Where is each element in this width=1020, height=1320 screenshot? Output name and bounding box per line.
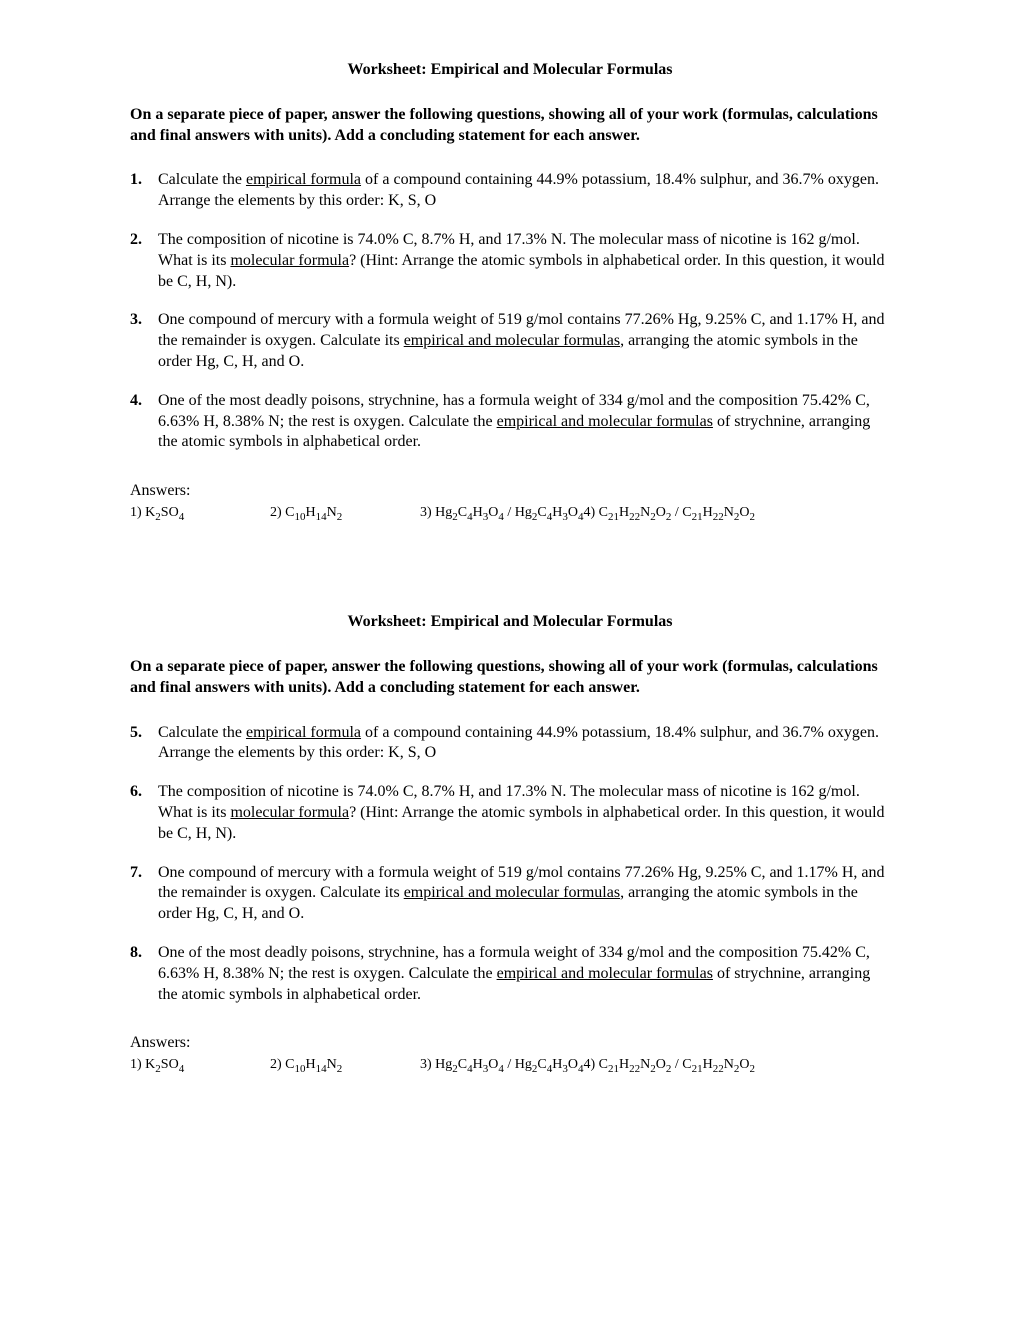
- worksheet-title: Worksheet: Empirical and Molecular Formu…: [130, 60, 890, 81]
- underlined-term: empirical and molecular formulas: [497, 413, 713, 430]
- question-number: 7.: [130, 863, 158, 925]
- question-text: Calculate the empirical formula of a com…: [158, 723, 890, 765]
- underlined-term: empirical and molecular formulas: [404, 332, 620, 349]
- answer-1: 1) K2SO4: [130, 1056, 270, 1074]
- underlined-term: molecular formula: [230, 252, 349, 269]
- answers-line: 1) K2SO4 2) C10H14N2 3) Hg2C4H3O4 / Hg2C…: [130, 1056, 890, 1074]
- answer-3: 3) Hg2C4H3O4 / Hg2C4H3O4: [420, 504, 583, 522]
- question-item: 7. One compound of mercury with a formul…: [130, 863, 890, 925]
- underlined-term: empirical formula: [246, 171, 361, 188]
- question-number: 8.: [130, 943, 158, 1005]
- question-item: 2. The composition of nicotine is 74.0% …: [130, 230, 890, 292]
- question-text: The composition of nicotine is 74.0% C, …: [158, 782, 890, 844]
- instructions-text: On a separate piece of paper, answer the…: [130, 657, 890, 699]
- worksheet-section-2: Worksheet: Empirical and Molecular Formu…: [130, 612, 890, 1074]
- question-item: 5. Calculate the empirical formula of a …: [130, 723, 890, 765]
- question-text: One of the most deadly poisons, strychni…: [158, 943, 890, 1005]
- question-item: 8. One of the most deadly poisons, stryc…: [130, 943, 890, 1005]
- answers-label: Answers:: [130, 481, 890, 502]
- section-divider: [130, 522, 890, 612]
- answer-2: 2) C10H14N2: [270, 1056, 420, 1074]
- question-item: 1. Calculate the empirical formula of a …: [130, 170, 890, 212]
- question-item: 4. One of the most deadly poisons, stryc…: [130, 391, 890, 453]
- question-number: 6.: [130, 782, 158, 844]
- instructions-text: On a separate piece of paper, answer the…: [130, 105, 890, 147]
- question-number: 2.: [130, 230, 158, 292]
- question-number: 4.: [130, 391, 158, 453]
- answer-4: 4) C21H22N2O2 / C21H22N2O2: [583, 504, 754, 522]
- question-item: 6. The composition of nicotine is 74.0% …: [130, 782, 890, 844]
- worksheet-section-1: Worksheet: Empirical and Molecular Formu…: [130, 60, 890, 522]
- question-number: 5.: [130, 723, 158, 765]
- underlined-term: empirical and molecular formulas: [404, 884, 620, 901]
- question-text: One compound of mercury with a formula w…: [158, 310, 890, 372]
- question-item: 3. One compound of mercury with a formul…: [130, 310, 890, 372]
- underlined-term: molecular formula: [230, 804, 349, 821]
- answers-line: 1) K2SO4 2) C10H14N2 3) Hg2C4H3O4 / Hg2C…: [130, 504, 890, 522]
- underlined-term: empirical and molecular formulas: [497, 965, 713, 982]
- question-text: The composition of nicotine is 74.0% C, …: [158, 230, 890, 292]
- question-text: One of the most deadly poisons, strychni…: [158, 391, 890, 453]
- question-number: 1.: [130, 170, 158, 212]
- question-text: One compound of mercury with a formula w…: [158, 863, 890, 925]
- answers-label: Answers:: [130, 1033, 890, 1054]
- answer-4: 4) C21H22N2O2 / C21H22N2O2: [583, 1056, 754, 1074]
- underlined-term: empirical formula: [246, 724, 361, 741]
- question-text: Calculate the empirical formula of a com…: [158, 170, 890, 212]
- answer-1: 1) K2SO4: [130, 504, 270, 522]
- answer-3: 3) Hg2C4H3O4 / Hg2C4H3O4: [420, 1056, 583, 1074]
- question-number: 3.: [130, 310, 158, 372]
- answer-2: 2) C10H14N2: [270, 504, 420, 522]
- question-list: 5. Calculate the empirical formula of a …: [130, 723, 890, 1006]
- question-list: 1. Calculate the empirical formula of a …: [130, 170, 890, 453]
- worksheet-title: Worksheet: Empirical and Molecular Formu…: [130, 612, 890, 633]
